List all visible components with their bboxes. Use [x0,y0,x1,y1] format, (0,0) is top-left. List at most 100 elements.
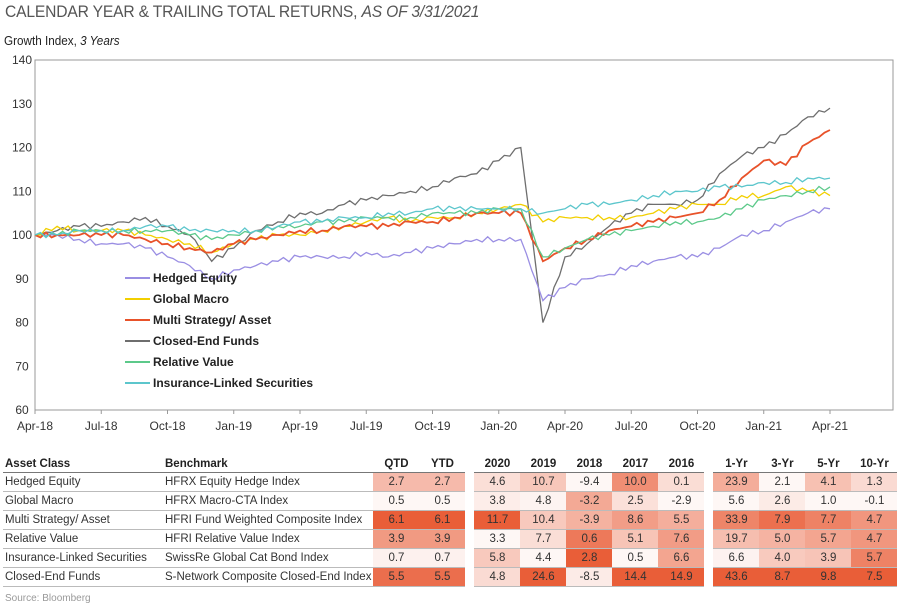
benchmark-cell: HFRX Macro-CTA Index [163,491,374,511]
asset-class-cell: Closed-End Funds [3,567,163,587]
title-text: CALENDAR YEAR & TRAILING TOTAL RETURNS, [5,2,358,21]
y-tick-label: 120 [12,141,32,155]
subtitle-period: 3 Years [80,33,120,48]
return-cell: 4.4 [520,548,567,568]
x-tick-label: Jan-20 [480,419,517,433]
y-tick-label: 70 [15,359,29,373]
column-gap [465,549,474,568]
legend-label: Relative Value [153,355,234,369]
benchmark-cell: S-Network Composite Closed-End Index [163,567,374,587]
return-cell: 5.1 [612,529,659,549]
series-line-relative-value [34,185,831,258]
legend-label: Closed-End Funds [153,334,259,348]
legend-label: Multi Strategy/ Asset [153,313,271,327]
y-tick-label: 80 [15,316,29,330]
x-tick-label: Jul-19 [350,419,383,433]
x-tick-label: Apr-21 [812,419,848,433]
column-gap [704,455,713,473]
legend-label: Global Macro [153,292,229,306]
return-cell: 4.8 [474,567,521,587]
return-cell: 5.6 [713,491,760,511]
return-cell: 11.7 [474,510,521,530]
benchmark-cell: HFRX Equity Hedge Index [163,472,374,492]
return-cell: 0.7 [373,548,420,568]
table-row: Hedged Equity HFRX Equity Hedge Index 2.7 2… [3,472,898,492]
benchmark-cell: SwissRe Global Cat Bond Index [163,548,374,568]
x-tick-label: Apr-19 [282,419,318,433]
return-cell: 2.7 [419,472,466,492]
return-cell: 4.1 [805,472,852,492]
returns-table: Asset Class Benchmark QTD YTD 2020 2019 2018 20… [3,455,898,587]
y-tick-label: 130 [12,97,32,111]
y-tick-label: 100 [12,228,32,242]
return-cell: 5.8 [474,548,521,568]
return-cell: -2.9 [658,491,705,511]
benchmark-cell: HFRI Fund Weighted Composite Index [163,510,374,530]
asset-class-cell: Insurance-Linked Securities [3,548,163,568]
column-gap [704,530,713,549]
return-cell: 9.8 [805,567,852,587]
series-line-insurance-linked-securities [34,176,831,239]
return-cell: 8.7 [759,567,806,587]
x-tick-label: Apr-18 [17,419,53,433]
x-tick-label: Jan-19 [215,419,252,433]
return-cell: -9.4 [566,472,613,492]
return-cell: 0.5 [373,491,420,511]
return-cell: 14.9 [658,567,705,587]
return-cell: 0.7 [419,548,466,568]
return-cell: 10.0 [612,472,659,492]
return-cell: 19.7 [713,529,760,549]
title-date: AS OF 3/31/2021 [361,2,480,21]
y-tick-label: 110 [12,184,31,198]
column-gap [465,530,474,549]
return-cell: 3.9 [805,548,852,568]
return-cell: 6.1 [419,510,466,530]
return-cell: 7.7 [520,529,567,549]
return-cell: 0.1 [658,472,705,492]
return-cell: 5.5 [658,510,705,530]
series-line-multi-strategy-asset [34,129,831,263]
column-gap [465,492,474,511]
return-cell: -8.5 [566,567,613,587]
column-gap [704,511,713,530]
legend-label: Insurance-Linked Securities [153,376,313,390]
series-line-global-macro [35,185,831,254]
return-cell: 7.6 [658,529,705,549]
return-cell: 4.6 [474,472,521,492]
return-cell: 14.4 [612,567,659,587]
return-cell: 3.3 [474,529,521,549]
column-gap [465,473,474,492]
return-cell: 2.6 [759,491,806,511]
legend-label: Hedged Equity [153,271,237,285]
return-cell: 7.5 [851,567,898,587]
column-gap [704,549,713,568]
column-gap [704,473,713,492]
return-cell: -3.9 [566,510,613,530]
column-gap [704,492,713,511]
column-header: YTD [419,455,466,473]
x-tick-label: Oct-19 [414,419,450,433]
return-cell: 6.6 [713,548,760,568]
return-cell: 0.5 [612,548,659,568]
x-tick-label: Apr-20 [547,419,583,433]
table-row: Multi Strategy/ Asset HFRI Fund Weighted … [3,510,898,530]
column-header: 5-Yr [805,455,852,473]
return-cell: 24.6 [520,567,567,587]
return-cell: 2.5 [612,491,659,511]
column-header: QTD [373,455,420,473]
x-tick-label: Jan-21 [745,419,782,433]
return-cell: 4.0 [759,548,806,568]
return-cell: 4.7 [851,510,898,530]
return-cell: 0.5 [419,491,466,511]
column-gap [704,568,713,587]
column-gap [465,455,474,473]
column-gap [465,568,474,587]
x-tick-label: Jul-20 [615,419,648,433]
table-row: Relative Value HFRI Relative Value Index 3… [3,529,898,549]
column-header: 2017 [612,455,659,473]
return-cell: 5.5 [373,567,420,587]
return-cell: 5.0 [759,529,806,549]
column-header: 10-Yr [851,455,898,473]
column-header: 3-Yr [759,455,806,473]
table-row: Insurance-Linked Securities SwissRe Globa… [3,548,898,568]
